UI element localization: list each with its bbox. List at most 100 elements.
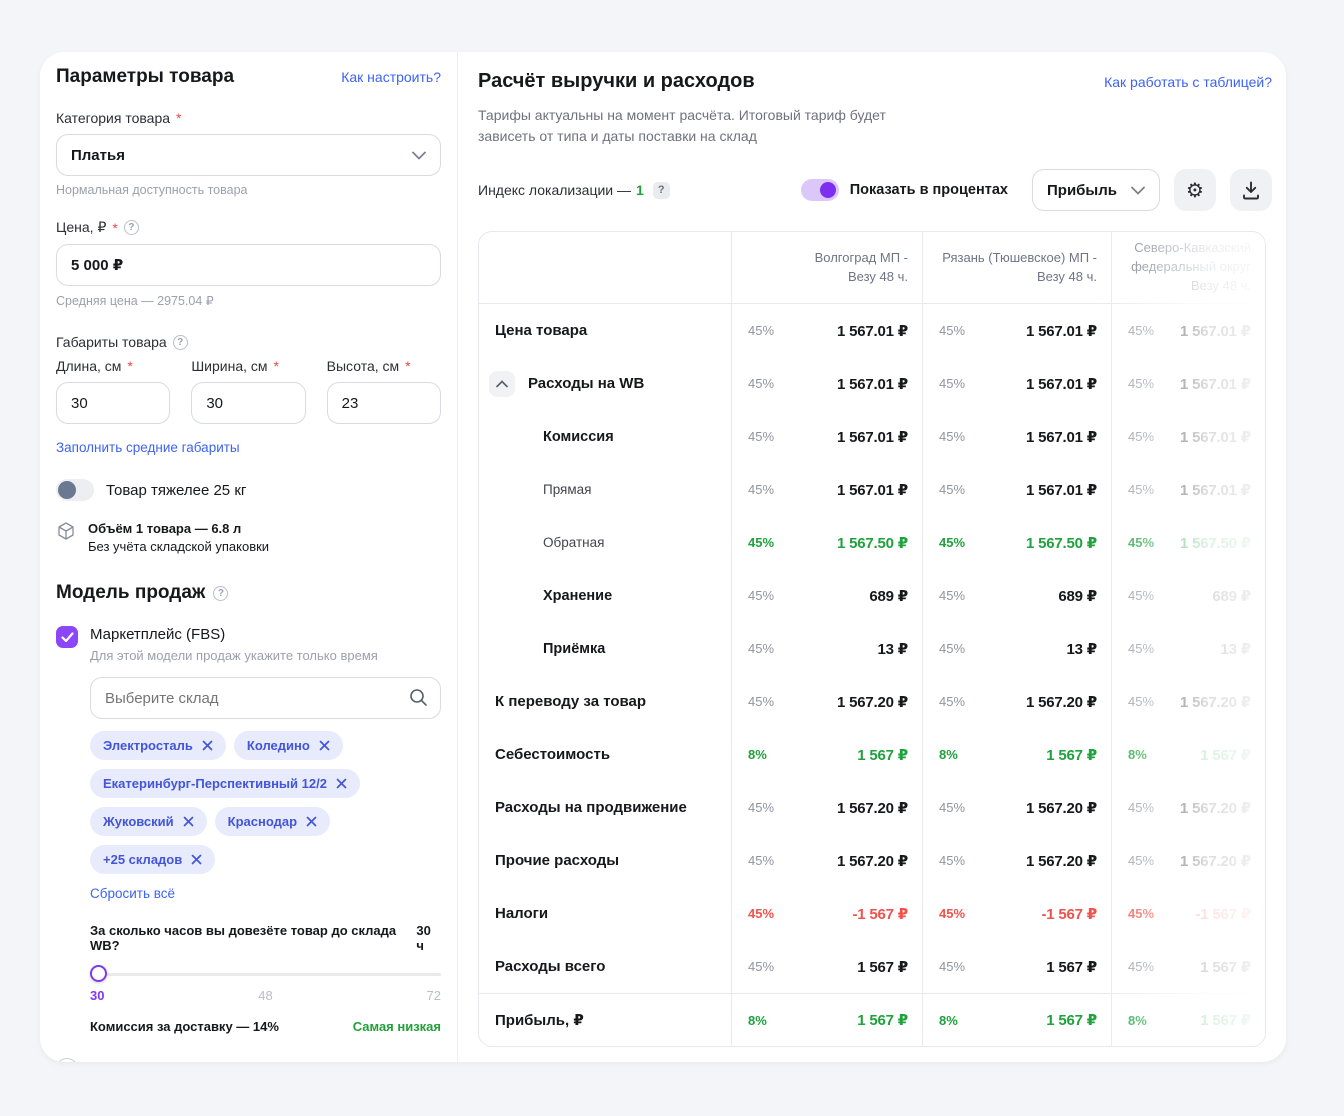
delivery-commission-label: Комиссия за доставку — 14% bbox=[90, 1019, 279, 1034]
cell-percent: 45% bbox=[939, 853, 966, 868]
delivery-hours-question: За сколько часов вы довезёте товар до ск… bbox=[90, 923, 397, 953]
slider-min-label: 30 bbox=[90, 988, 105, 1003]
table-cell: 8% 1 567 ₽ bbox=[1111, 994, 1265, 1046]
cell-percent: 8% bbox=[748, 747, 767, 762]
table-header-empty bbox=[479, 232, 731, 303]
cell-percent: 45% bbox=[1128, 429, 1155, 444]
remove-tag-icon[interactable] bbox=[306, 816, 317, 827]
cell-percent: 45% bbox=[1128, 588, 1155, 603]
cell-percent: 8% bbox=[1128, 1012, 1147, 1028]
radio-button[interactable] bbox=[56, 1058, 78, 1062]
table-cell: 45% 1 567 ₽ bbox=[731, 940, 922, 993]
question-badge-icon[interactable]: ? bbox=[652, 181, 670, 199]
dimensions-label: Габариты товара ? bbox=[56, 334, 441, 350]
remove-tag-icon[interactable] bbox=[191, 854, 202, 865]
cell-percent: 45% bbox=[1128, 853, 1155, 868]
cell-value: 1 567.20 ₽ bbox=[837, 693, 908, 711]
warehouse-tag[interactable]: Коледино bbox=[233, 731, 343, 760]
cell-value: 689 ₽ bbox=[869, 587, 908, 605]
remove-tag-icon[interactable] bbox=[202, 740, 213, 751]
warehouse-tag[interactable]: Жуковский bbox=[90, 807, 207, 836]
cell-value: 1 567.50 ₽ bbox=[1180, 534, 1251, 552]
question-icon[interactable]: ? bbox=[213, 585, 229, 601]
cell-percent: 45% bbox=[748, 694, 775, 709]
revenue-calc-panel: Расчёт выручки и расходов Как работать с… bbox=[458, 52, 1286, 1062]
row-label: Хранение bbox=[543, 587, 613, 604]
volume-line2: Без учёта складской упаковки bbox=[88, 539, 270, 554]
table-cell: 45% -1 567 ₽ bbox=[922, 887, 1111, 940]
sidebar-title: Параметры товара bbox=[56, 66, 235, 87]
table-column-header: Волгоград МП - Везу 48 ч. bbox=[731, 232, 922, 303]
cell-percent: 8% bbox=[748, 1012, 767, 1028]
table-cell: 45% 1 567 ₽ bbox=[922, 940, 1111, 993]
cell-percent: 45% bbox=[1128, 323, 1155, 338]
chevron-down-icon bbox=[1131, 186, 1145, 195]
warehouse-tag[interactable]: Краснодар bbox=[214, 807, 331, 836]
table-row: Прочие расходы 45% 1 567.20 ₽ 45% 1 567.20 ₽… bbox=[479, 834, 1265, 887]
row-label-group: Расходы на WB bbox=[479, 370, 731, 397]
reset-all-link[interactable]: Сбросить всё bbox=[90, 886, 176, 901]
fill-average-dimensions-link[interactable]: Заполнить средние габариты bbox=[56, 440, 240, 455]
width-input[interactable] bbox=[191, 382, 306, 424]
table-cell: 45% 1 567.20 ₽ bbox=[922, 781, 1111, 834]
table-row: Налоги 45% -1 567 ₽ 45% -1 567 ₽ 45% -1 567 ₽ bbox=[479, 887, 1265, 940]
category-select[interactable]: Платья bbox=[56, 134, 441, 176]
cell-value: 1 567.01 ₽ bbox=[1026, 322, 1097, 340]
price-input[interactable] bbox=[56, 244, 441, 286]
cell-percent: 45% bbox=[939, 906, 966, 921]
tariff-note: Тарифы актуальны на момент расчёта. Итог… bbox=[478, 107, 886, 144]
cell-value: 1 567 ₽ bbox=[1200, 1012, 1251, 1029]
show-percent-toggle[interactable] bbox=[800, 179, 839, 201]
table-cell: 8% 1 567 ₽ bbox=[922, 994, 1111, 1046]
warehouse-tag[interactable]: +25 складов bbox=[90, 845, 216, 874]
collapse-button[interactable] bbox=[489, 370, 515, 397]
remove-tag-icon[interactable] bbox=[319, 740, 330, 751]
cell-value: 689 ₽ bbox=[1058, 587, 1097, 605]
heavy-item-label: Товар тяжелее 25 кг bbox=[106, 481, 247, 499]
cell-value: 1 567 ₽ bbox=[857, 746, 908, 764]
table-column-header: Рязань (Тюшевское) МП - Везу 48 ч. bbox=[922, 232, 1111, 303]
slider-mid-label: 48 bbox=[258, 988, 273, 1003]
cell-percent: 45% bbox=[939, 482, 966, 497]
fbs-checkbox[interactable] bbox=[56, 626, 78, 648]
settings-button[interactable]: ⚙ bbox=[1174, 169, 1216, 211]
heavy-item-toggle[interactable] bbox=[56, 479, 94, 501]
table-cell: 45% 1 567.20 ₽ bbox=[731, 675, 922, 728]
table-cell: 45% 1 567.01 ₽ bbox=[731, 304, 922, 357]
cell-percent: 45% bbox=[939, 376, 966, 391]
chevron-down-icon bbox=[412, 151, 426, 160]
question-icon[interactable]: ? bbox=[172, 334, 188, 350]
slider-track[interactable] bbox=[90, 973, 441, 976]
warehouse-tag-label: +25 складов bbox=[103, 852, 183, 867]
warehouse-tag-label: Екатеринбург-Перспективный 12/2 bbox=[103, 776, 327, 791]
download-button[interactable] bbox=[1230, 169, 1272, 211]
table-help-link[interactable]: Как работать с таблицей? bbox=[1104, 74, 1272, 90]
how-to-configure-link[interactable]: Как настроить? bbox=[341, 69, 441, 85]
table-row: Расходы на продвижение 45% 1 567.20 ₽ 45% 1 … bbox=[479, 781, 1265, 834]
question-icon[interactable]: ? bbox=[123, 220, 139, 235]
metric-select[interactable]: Прибыль bbox=[1032, 169, 1160, 211]
length-input[interactable] bbox=[56, 382, 171, 424]
warehouse-search-input[interactable] bbox=[90, 677, 441, 719]
warehouse-tag[interactable]: Электросталь bbox=[90, 731, 226, 760]
cell-percent: 45% bbox=[1128, 959, 1155, 974]
gear-icon: ⚙ bbox=[1186, 178, 1204, 202]
table-row: Расходы всего 45% 1 567 ₽ 45% 1 567 ₽ 45% 1 56… bbox=[479, 940, 1265, 993]
table-cell: 8% 1 567 ₽ bbox=[731, 994, 922, 1046]
cell-value: 13 ₽ bbox=[1066, 640, 1098, 658]
row-label: Обратная bbox=[543, 535, 605, 550]
remove-tag-icon[interactable] bbox=[183, 816, 194, 827]
warehouse-tag-label: Электросталь bbox=[103, 738, 193, 753]
remove-tag-icon[interactable] bbox=[336, 778, 347, 789]
slider-handle[interactable] bbox=[90, 965, 107, 982]
warehouse-tag[interactable]: Екатеринбург-Перспективный 12/2 bbox=[90, 769, 360, 798]
cell-percent: 45% bbox=[1128, 376, 1155, 391]
cell-value: 1 567 ₽ bbox=[1200, 958, 1251, 976]
height-input[interactable] bbox=[326, 382, 441, 424]
table-cell: 8% 1 567 ₽ bbox=[1111, 728, 1265, 781]
delivery-hours-slider[interactable] bbox=[90, 965, 441, 983]
table-cell: 45% 13 ₽ bbox=[731, 622, 922, 675]
sales-model-option-label: Склад WB (FBW) bbox=[90, 1061, 209, 1063]
table-cell: 45% 13 ₽ bbox=[1111, 622, 1265, 675]
width-label: Ширина, см * bbox=[191, 358, 279, 374]
